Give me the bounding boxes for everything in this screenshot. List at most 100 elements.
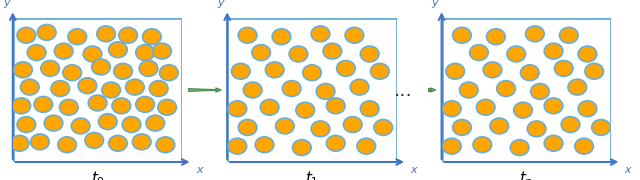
Ellipse shape <box>323 43 342 59</box>
Ellipse shape <box>326 135 345 151</box>
Ellipse shape <box>446 63 465 79</box>
Ellipse shape <box>12 98 31 114</box>
Ellipse shape <box>473 137 492 153</box>
Ellipse shape <box>561 117 580 132</box>
Ellipse shape <box>357 138 376 154</box>
Ellipse shape <box>260 99 279 115</box>
FancyBboxPatch shape <box>442 18 611 162</box>
Ellipse shape <box>17 27 36 43</box>
Ellipse shape <box>255 137 274 153</box>
Ellipse shape <box>17 117 36 132</box>
Ellipse shape <box>575 138 593 154</box>
Ellipse shape <box>83 46 102 62</box>
Ellipse shape <box>544 43 563 59</box>
Ellipse shape <box>243 82 262 98</box>
Ellipse shape <box>507 46 525 62</box>
Ellipse shape <box>232 63 250 79</box>
Ellipse shape <box>592 120 611 135</box>
Ellipse shape <box>460 82 478 98</box>
Ellipse shape <box>337 60 355 76</box>
Ellipse shape <box>143 29 161 45</box>
Text: $t_1$: $t_1$ <box>305 169 319 180</box>
Ellipse shape <box>531 84 549 99</box>
Ellipse shape <box>97 26 115 42</box>
FancyBboxPatch shape <box>13 18 182 162</box>
Ellipse shape <box>585 63 604 79</box>
Text: y: y <box>217 0 224 8</box>
Text: x: x <box>625 165 632 175</box>
Ellipse shape <box>119 27 138 43</box>
Ellipse shape <box>578 101 596 117</box>
Ellipse shape <box>85 132 104 148</box>
Text: y: y <box>3 0 10 8</box>
Ellipse shape <box>292 140 311 156</box>
Ellipse shape <box>344 117 362 132</box>
Ellipse shape <box>78 78 97 94</box>
Ellipse shape <box>109 42 127 58</box>
Text: $t_0$: $t_0$ <box>90 169 105 180</box>
Ellipse shape <box>554 60 573 76</box>
Ellipse shape <box>311 26 330 42</box>
Ellipse shape <box>360 101 379 117</box>
Ellipse shape <box>544 135 563 151</box>
Ellipse shape <box>44 115 63 131</box>
Ellipse shape <box>28 45 46 60</box>
Ellipse shape <box>88 95 107 111</box>
Ellipse shape <box>20 79 39 95</box>
Ellipse shape <box>99 114 117 130</box>
Ellipse shape <box>282 81 301 96</box>
Ellipse shape <box>345 27 364 43</box>
Ellipse shape <box>159 65 178 81</box>
Ellipse shape <box>114 63 132 79</box>
Ellipse shape <box>92 59 110 75</box>
Ellipse shape <box>228 101 246 117</box>
Ellipse shape <box>371 63 389 79</box>
Ellipse shape <box>146 115 164 131</box>
Ellipse shape <box>497 81 515 96</box>
Ellipse shape <box>58 137 76 153</box>
Ellipse shape <box>158 99 177 115</box>
Ellipse shape <box>31 134 49 150</box>
Text: $t_n$: $t_n$ <box>520 169 533 180</box>
Ellipse shape <box>63 65 81 81</box>
Ellipse shape <box>136 45 154 60</box>
Ellipse shape <box>71 118 90 134</box>
Ellipse shape <box>374 120 392 135</box>
Ellipse shape <box>252 45 271 60</box>
Ellipse shape <box>149 81 168 96</box>
Ellipse shape <box>41 60 60 76</box>
Ellipse shape <box>296 102 314 118</box>
Ellipse shape <box>238 120 257 135</box>
Ellipse shape <box>483 62 502 78</box>
Ellipse shape <box>527 121 546 137</box>
Ellipse shape <box>102 82 120 98</box>
Ellipse shape <box>452 27 471 43</box>
Ellipse shape <box>452 120 471 135</box>
Ellipse shape <box>139 60 158 76</box>
Ellipse shape <box>238 27 257 43</box>
Ellipse shape <box>514 102 532 118</box>
Ellipse shape <box>544 98 563 114</box>
Ellipse shape <box>68 29 86 45</box>
Ellipse shape <box>112 98 131 114</box>
Ellipse shape <box>476 99 495 115</box>
Ellipse shape <box>316 84 335 99</box>
Ellipse shape <box>156 137 175 153</box>
Ellipse shape <box>578 46 596 62</box>
Text: ...: ... <box>394 80 413 100</box>
Ellipse shape <box>442 101 461 117</box>
Text: x: x <box>410 165 417 175</box>
Ellipse shape <box>54 43 73 59</box>
Ellipse shape <box>289 46 308 62</box>
Ellipse shape <box>490 118 509 134</box>
Ellipse shape <box>136 96 154 112</box>
Ellipse shape <box>326 98 345 114</box>
Ellipse shape <box>520 65 539 81</box>
Ellipse shape <box>525 26 544 42</box>
Ellipse shape <box>37 24 56 40</box>
Ellipse shape <box>10 135 29 151</box>
Text: y: y <box>431 0 438 8</box>
Ellipse shape <box>13 62 32 78</box>
Ellipse shape <box>109 135 127 151</box>
Ellipse shape <box>470 45 488 60</box>
